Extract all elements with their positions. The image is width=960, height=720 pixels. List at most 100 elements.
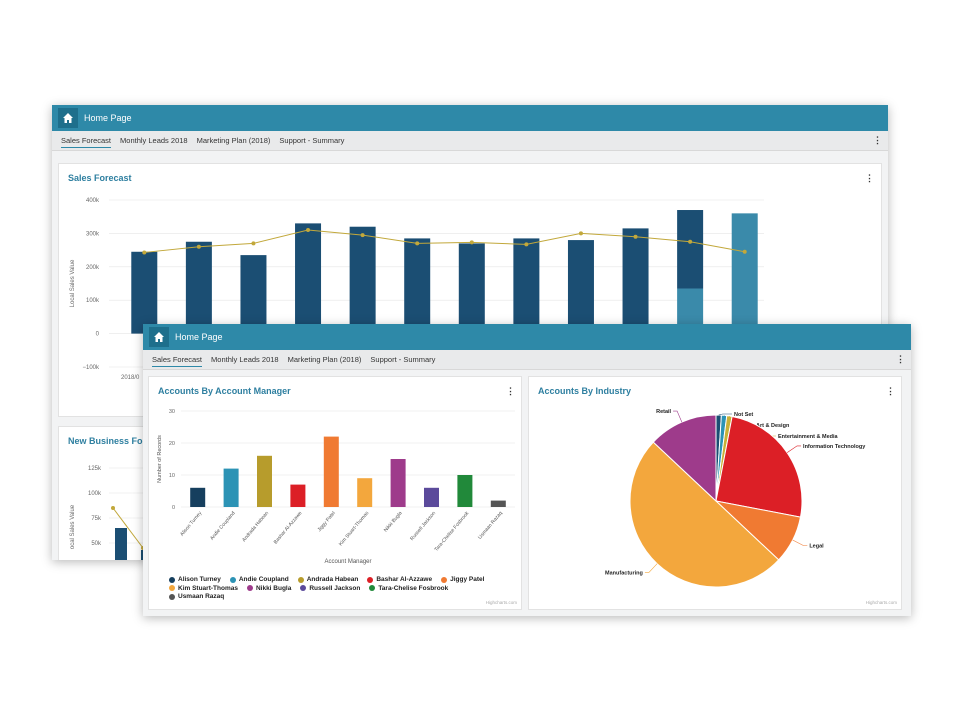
y-tick-label: 0 <box>96 332 100 338</box>
legend-item[interactable]: Tara-Chelise Fosbrook <box>369 585 448 592</box>
sales-bar <box>185 241 212 334</box>
legend-item[interactable]: Usmaan Razaq <box>169 593 224 600</box>
sales-bar <box>240 255 267 334</box>
legend-label: Nikki Bugla <box>255 584 292 592</box>
legend-item[interactable]: Jiggy Patel <box>441 576 484 583</box>
pie-slice <box>629 441 780 588</box>
forecast-point <box>469 240 474 245</box>
pie-label: Retail <box>656 409 671 415</box>
legend-label: Tara-Chelise Fosbrook <box>378 584 449 592</box>
legend-label: Russell Jackson <box>309 584 361 592</box>
y-tick-label: 20 <box>169 441 175 447</box>
more-vertical-icon[interactable]: ⋮ <box>865 173 874 183</box>
legend-label: Andrada Habean <box>306 576 359 583</box>
legend-marker <box>246 585 253 591</box>
legend-item[interactable]: Andrada Habean <box>297 576 359 583</box>
pie-connector <box>644 563 658 573</box>
manager-bar <box>490 500 506 507</box>
forecast-line <box>144 229 745 253</box>
sales-bar <box>349 226 376 334</box>
pie-label: Information Technology <box>803 444 866 450</box>
forecast-point <box>742 249 747 254</box>
legend-item[interactable]: Kim Stuart-Thomas <box>169 585 238 592</box>
manager-bar <box>457 475 473 507</box>
manager-bar <box>323 436 339 507</box>
y-tick-label: 200k <box>86 265 100 271</box>
highcharts-credit: Highcharts.com <box>865 600 897 605</box>
forecast-point <box>633 234 638 239</box>
back-tab-sales-forecast[interactable]: Sales Forecast <box>61 134 112 148</box>
legend-marker <box>369 585 376 591</box>
sales-bar <box>567 240 594 334</box>
legend-item[interactable]: Bashar Al-Azzawe <box>367 576 432 583</box>
more-vertical-icon[interactable]: ⋮ <box>886 386 895 396</box>
front-window: Home Page Sales Forecast Monthly Leads 2… <box>143 324 911 616</box>
x-tick-label: Andie Coupland <box>209 510 237 541</box>
pie-connector <box>673 410 683 423</box>
manager-bar <box>223 468 239 507</box>
y-tick-label: 300k <box>86 231 100 237</box>
accounts-by-industry-card: Accounts By Industry ⋮ Not Set Art & Desi… <box>528 376 902 610</box>
y-axis-label: ocal Sales Value <box>70 504 76 549</box>
y-tick-label: 75k <box>91 516 102 522</box>
more-vertical-icon[interactable]: ⋮ <box>896 354 905 364</box>
legend-item[interactable]: Alison Turney <box>169 576 221 583</box>
y-tick-label: 0 <box>172 505 175 511</box>
front-tab-monthly-leads[interactable]: Monthly Leads 2018 <box>211 355 279 364</box>
sales-bar <box>458 243 485 334</box>
x-tick-label: Alison Turney <box>179 510 203 537</box>
y-axis-label: Local Sales Value <box>70 259 76 307</box>
legend-marker <box>169 585 175 591</box>
legend-marker <box>169 593 175 600</box>
legend-marker <box>441 576 448 583</box>
legend-marker <box>169 576 175 583</box>
back-tab-marketing-plan[interactable]: Marketing Plan (2018) <box>196 136 271 145</box>
front-tab-sales-forecast[interactable]: Sales Forecast <box>152 353 203 367</box>
more-vertical-icon[interactable]: ⋮ <box>506 386 515 396</box>
y-tick-label: 125k <box>88 466 102 472</box>
x-tick-label: Bashar Al-Azzawe <box>273 510 304 545</box>
manager-bar <box>357 478 373 507</box>
legend-label: Andie Coupland <box>238 576 289 583</box>
back-tab-support-summary[interactable]: Support - Summary <box>279 136 345 145</box>
x-tick-label: 2018/0 <box>121 375 140 381</box>
more-vertical-icon[interactable]: ⋮ <box>873 135 882 145</box>
pie-label: Entertainment & Media <box>778 434 839 440</box>
home-icon <box>154 332 164 342</box>
front-tab-marketing-plan[interactable]: Marketing Plan (2018) <box>287 355 362 364</box>
forecast-point <box>360 233 365 238</box>
sales-bar <box>295 223 322 334</box>
home-icon <box>63 113 73 123</box>
legend-label: Usmaan Razaq <box>178 593 225 600</box>
legend-item[interactable]: Russell Jackson <box>300 585 360 592</box>
manager-legend: Alison Turney Andie Coupland Andrada Habea… <box>169 576 519 602</box>
front-tab-support-summary[interactable]: Support - Summary <box>370 355 436 364</box>
pie-connector <box>792 539 808 546</box>
new-business-point <box>111 506 115 510</box>
pie-label: Not Set <box>734 412 753 418</box>
new-business-bar <box>115 528 127 560</box>
pie-connector <box>718 413 732 416</box>
manager-bar <box>190 487 206 507</box>
front-home-button[interactable] <box>149 327 169 347</box>
back-title: Home Page <box>84 113 132 123</box>
legend-label: Kim Stuart-Thomas <box>178 584 238 592</box>
forecast-point <box>524 242 529 247</box>
sales-forecast-chart: 400k 300k 200k 100k 0 −100k Local Sales Value 2… <box>70 198 764 381</box>
y-tick-label: 100k <box>88 491 102 497</box>
x-tick-label: Jiggy Patel <box>317 510 337 533</box>
accounts-by-manager-title: Accounts By Account Manager <box>158 386 291 396</box>
back-tab-monthly-leads[interactable]: Monthly Leads 2018 <box>120 136 188 145</box>
forecast-point <box>415 241 420 246</box>
highcharts-credit: Highcharts.com <box>485 600 517 605</box>
pie-slice <box>652 414 717 503</box>
forecast-point <box>306 228 311 233</box>
legend-item[interactable]: Nikki Bugla <box>246 584 292 592</box>
x-tick-label: Tara-Chelise Fosbrook <box>433 510 470 553</box>
sales-bar <box>513 238 540 334</box>
y-tick-label: 400k <box>86 198 100 204</box>
legend-item[interactable]: Andie Coupland <box>229 576 289 583</box>
back-home-button[interactable] <box>58 108 78 128</box>
